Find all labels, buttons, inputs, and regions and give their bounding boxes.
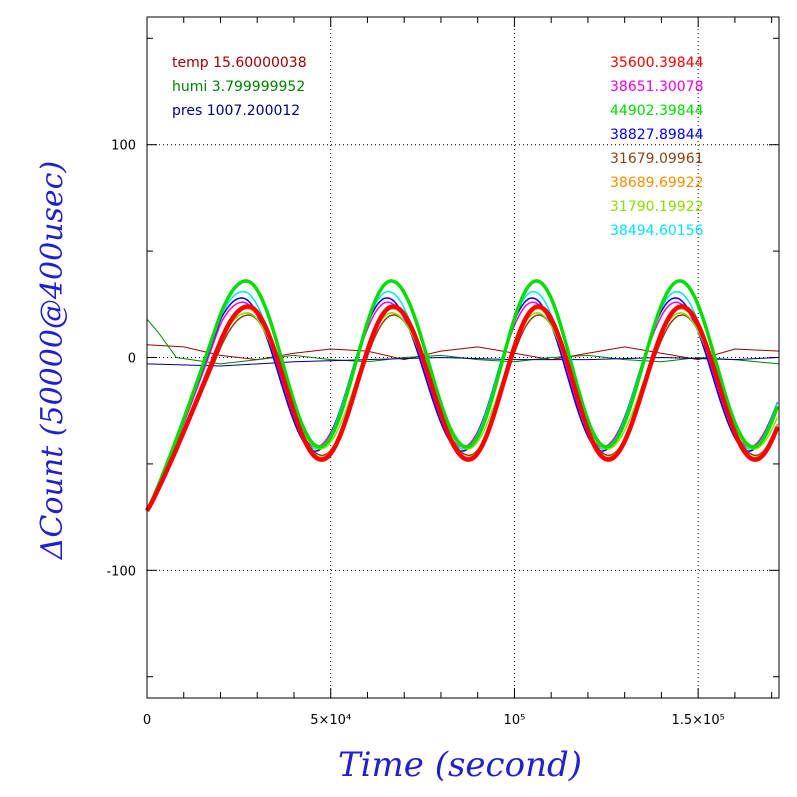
series-legend-6: 38689.69922 [610, 175, 704, 191]
tick-labels: 0 5×10⁴ 10⁵ 1.5×10⁵ 100 0 -100 [106, 139, 724, 728]
env-legend-temp: temp 15.60000038 [172, 55, 307, 71]
series-legend-7: 31790.19922 [610, 199, 704, 215]
series-line-5 [146, 314, 779, 512]
env-legend-pres: pres 1007.200012 [172, 103, 300, 119]
series-line-1 [145, 304, 780, 512]
x-tick-label: 10⁵ [504, 713, 526, 728]
series-legend-8: 38494.60156 [610, 223, 704, 239]
x-axis-title: Time (second) [338, 745, 582, 785]
y-tick-label: -100 [106, 564, 136, 579]
series-legend-4: 38827.89844 [610, 127, 704, 143]
x-tick-label: 5×10⁴ [310, 713, 351, 728]
series-line-3 [145, 279, 780, 512]
minor-ticks [147, 17, 779, 698]
series-line-8 [146, 290, 779, 512]
env-legend: temp 15.60000038 humi 3.799999952 pres 1… [172, 55, 307, 119]
y-tick-label: 100 [111, 139, 136, 154]
env-line-humi [146, 318, 780, 365]
y-axis-title: ΔCount (50000@400usec) [35, 161, 70, 560]
env-legend-humi: humi 3.799999952 [172, 79, 305, 95]
env-lines [146, 318, 780, 367]
y-tick-label: 0 [128, 352, 136, 367]
plot-frame [146, 16, 780, 699]
series-legend: 35600.39844 38651.30078 44902.39844 3882… [610, 55, 704, 239]
env-line-temp [146, 344, 780, 361]
series-lines [145, 279, 780, 512]
series-legend-1: 35600.39844 [610, 55, 704, 71]
series-legend-2: 38651.30078 [610, 79, 704, 95]
env-line-pres [146, 356, 780, 367]
series-legend-5: 31679.09961 [610, 151, 704, 167]
x-tick-label: 0 [143, 713, 151, 728]
series-legend-3: 44902.39844 [610, 103, 704, 119]
x-tick-label: 1.5×10⁵ [671, 713, 724, 728]
